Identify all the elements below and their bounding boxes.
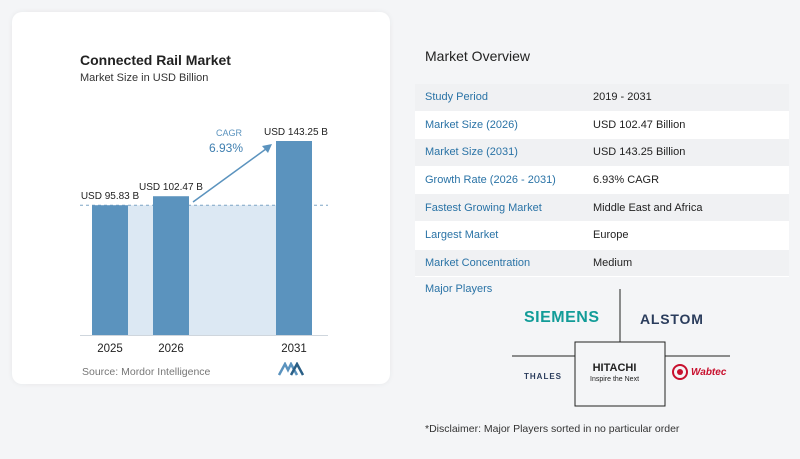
thales-logo: THALES xyxy=(524,372,562,381)
mordor-logo-icon xyxy=(278,362,304,376)
data-label: USD 102.47 B xyxy=(139,182,203,193)
wabtec-logo: Wabtec xyxy=(672,364,726,380)
overview-row-key: Study Period xyxy=(425,91,488,104)
bar-2031 xyxy=(276,141,312,335)
cagr-label: CAGR xyxy=(216,128,243,138)
overview-row-value: Europe xyxy=(593,229,629,242)
data-label: USD 143.25 B xyxy=(264,127,328,138)
players-title: Major Players xyxy=(425,283,493,295)
hitachi-name: HITACHI xyxy=(592,362,637,374)
overview-row: Growth Rate (2026 - 2031) 6.93% CAGR xyxy=(415,166,789,195)
overview-table: Study Period 2019 - 2031 Market Size (2026… xyxy=(415,84,789,278)
overview-row-value: Middle East and Africa xyxy=(593,201,703,214)
source-text: Source: Mordor Intelligence xyxy=(82,366,211,378)
overview-row-key: Fastest Growing Market xyxy=(425,201,542,214)
overview-row-key: Market Size (2026) xyxy=(425,118,518,131)
projection-band xyxy=(189,205,276,335)
bar-2025 xyxy=(92,205,128,335)
siemens-logo: SIEMENS xyxy=(524,309,600,326)
overview-row-value: Medium xyxy=(593,256,633,269)
overview-row-value: 6.93% CAGR xyxy=(593,174,660,187)
cagr-arrow xyxy=(192,145,271,203)
overview-row: Market Concentration Medium xyxy=(415,249,789,278)
projection-band xyxy=(128,205,153,335)
overview-row-value: USD 102.47 Billion xyxy=(593,118,686,131)
overview-row: Largest Market Europe xyxy=(415,221,789,250)
overview-row-key: Market Concentration xyxy=(425,256,531,269)
bar-2026 xyxy=(153,196,189,335)
chart-title: Connected Rail Market xyxy=(80,52,231,68)
x-tick-label: 2031 xyxy=(281,343,307,355)
data-label: USD 95.83 B xyxy=(81,191,140,202)
overview-row-value: USD 143.25 Billion xyxy=(593,146,686,159)
disclaimer-text: *Disclaimer: Major Players sorted in no … xyxy=(425,423,680,435)
overview-row: Fastest Growing Market Middle East and Af… xyxy=(415,194,789,222)
wabtec-emblem-icon xyxy=(672,364,688,380)
wabtec-name: Wabtec xyxy=(691,366,727,378)
bar-chart: USD 95.83 B 2025 USD 102.47 B 2026 USD 143.2… xyxy=(80,127,328,355)
chart-subtitle: Market Size in USD Billion xyxy=(80,72,209,84)
overview-row: Market Size (2031) USD 143.25 Billion xyxy=(415,139,789,167)
hitachi-logo: HITACHI Inspire the Next xyxy=(590,362,639,386)
overview-row: Market Size (2026) USD 102.47 Billion xyxy=(415,111,789,140)
overview-row-value: 2019 - 2031 xyxy=(593,91,652,104)
overview-row-key: Largest Market xyxy=(425,229,499,242)
x-tick-label: 2026 xyxy=(158,343,184,355)
x-tick-label: 2025 xyxy=(97,343,123,355)
overview-row-key: Growth Rate (2026 - 2031) xyxy=(425,174,556,187)
overview-row-key: Market Size (2031) xyxy=(425,146,518,159)
alstom-logo: ALSTOM xyxy=(640,311,704,327)
overview-title: Market Overview xyxy=(425,48,531,64)
overview-row: Study Period 2019 - 2031 xyxy=(415,84,789,112)
cagr-value: 6.93% xyxy=(209,141,243,155)
hitachi-tagline: Inspire the Next xyxy=(590,376,640,383)
cagr-arrowhead-icon xyxy=(262,144,272,153)
